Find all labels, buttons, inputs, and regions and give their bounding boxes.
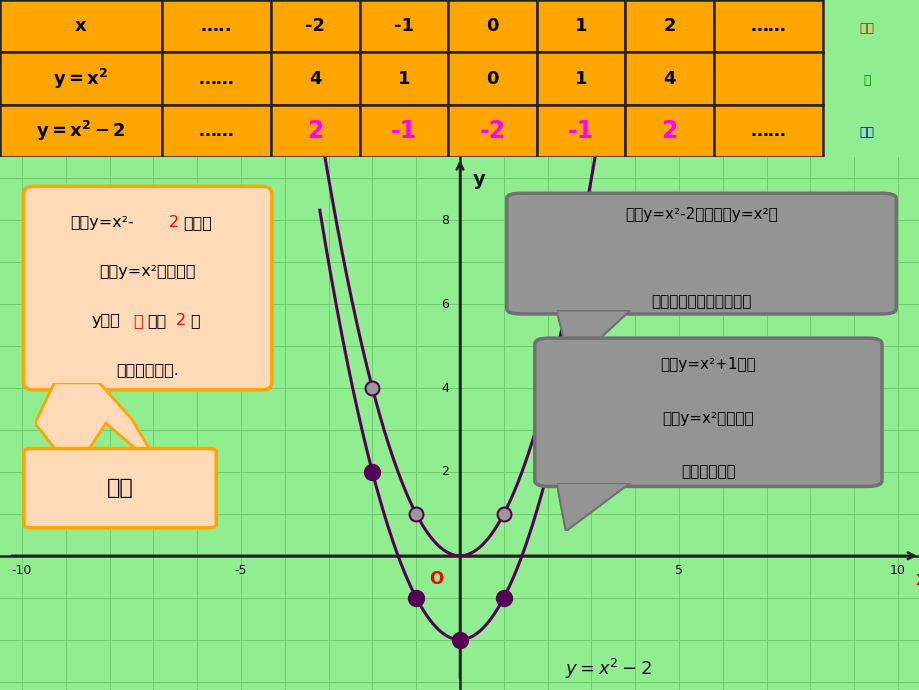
Text: 下: 下 (133, 313, 143, 328)
Text: 1: 1 (574, 70, 586, 88)
Text: 2: 2 (176, 313, 186, 328)
Text: 8: 8 (440, 214, 448, 227)
FancyBboxPatch shape (506, 193, 895, 314)
Bar (536, 0, 625, 52)
Bar (162, 105, 271, 157)
Text: ……: …… (750, 122, 786, 140)
Text: -1: -1 (393, 17, 414, 35)
Text: 思考: 思考 (858, 126, 873, 139)
Bar (0, 52, 162, 105)
Text: 2: 2 (307, 119, 323, 143)
Text: 的图象: 的图象 (183, 215, 211, 230)
Bar (359, 0, 448, 52)
Text: 上: 上 (862, 74, 869, 87)
Text: 4: 4 (441, 382, 448, 395)
Bar (162, 52, 271, 105)
Text: O: O (428, 571, 443, 589)
Text: 4: 4 (309, 70, 321, 88)
Text: -2: -2 (305, 17, 325, 35)
Bar (0, 105, 162, 157)
Text: 函数y=x²+1的图: 函数y=x²+1的图 (660, 357, 755, 373)
Text: -1: -1 (567, 119, 594, 143)
Text: $y=x^2$: $y=x^2$ (571, 261, 624, 285)
Text: $\mathbf{y=x^2-2}$: $\mathbf{y=x^2-2}$ (36, 119, 126, 143)
Text: 可由y=x²的图象沿: 可由y=x²的图象沿 (99, 264, 196, 279)
FancyBboxPatch shape (23, 186, 272, 390)
Text: -5: -5 (234, 564, 247, 577)
Text: ……: …… (750, 17, 786, 35)
Bar (271, 0, 359, 52)
Text: -2: -2 (479, 119, 505, 143)
Polygon shape (35, 383, 164, 473)
Bar (625, 0, 713, 52)
Bar (359, 52, 448, 105)
Bar (448, 52, 536, 105)
Text: x: x (74, 17, 86, 35)
Text: 函数y=x²-2的图象与y=x²的: 函数y=x²-2的图象与y=x²的 (624, 208, 777, 222)
Text: 单位长度得到.: 单位长度得到. (116, 362, 179, 377)
Bar (625, 105, 713, 157)
Text: y轴向: y轴向 (91, 313, 119, 328)
Text: $y=x^2-2$: $y=x^2-2$ (564, 657, 652, 681)
Text: 1: 1 (574, 17, 586, 35)
Text: 个: 个 (190, 313, 199, 328)
Bar (625, 52, 713, 105)
Bar (271, 52, 359, 105)
Text: 函数y=x²-: 函数y=x²- (70, 215, 133, 230)
Bar (359, 105, 448, 157)
Text: 2: 2 (663, 17, 675, 35)
Text: 形状相同吗？: 形状相同吗？ (680, 464, 735, 479)
Polygon shape (556, 483, 630, 531)
Text: 2: 2 (169, 215, 179, 230)
Text: 5: 5 (675, 564, 682, 577)
Polygon shape (556, 310, 630, 366)
Text: -10: -10 (12, 564, 32, 577)
Text: -1: -1 (391, 119, 416, 143)
Text: 操作: 操作 (858, 22, 873, 34)
Bar (448, 0, 536, 52)
Bar (536, 52, 625, 105)
Text: 0: 0 (486, 17, 498, 35)
Text: 1: 1 (397, 70, 410, 88)
Text: 2: 2 (441, 465, 448, 478)
Bar (713, 105, 823, 157)
Text: 平移: 平移 (148, 313, 166, 328)
Text: 4: 4 (663, 70, 675, 88)
Text: x: x (914, 571, 919, 589)
Text: 0: 0 (486, 70, 498, 88)
Text: 相同: 相同 (107, 478, 133, 498)
Bar (271, 105, 359, 157)
Bar (536, 105, 625, 157)
Text: 6: 6 (441, 297, 448, 310)
Text: y: y (472, 170, 485, 189)
FancyBboxPatch shape (534, 338, 881, 486)
Text: ……: …… (199, 70, 234, 88)
Text: …..: ….. (200, 17, 232, 35)
Bar (713, 52, 823, 105)
Text: 图象的位置有什么关系？: 图象的位置有什么关系？ (651, 295, 751, 309)
Bar (713, 0, 823, 52)
Text: ……: …… (199, 122, 234, 140)
Bar (0, 0, 162, 52)
Bar (162, 0, 271, 52)
Text: 2: 2 (661, 119, 677, 143)
Text: 10: 10 (890, 564, 905, 577)
FancyBboxPatch shape (24, 448, 216, 528)
Text: $\mathbf{y=x^2}$: $\mathbf{y=x^2}$ (53, 67, 108, 90)
Text: 象与y=x²的图象的: 象与y=x²的图象的 (662, 411, 754, 426)
Bar (448, 105, 536, 157)
